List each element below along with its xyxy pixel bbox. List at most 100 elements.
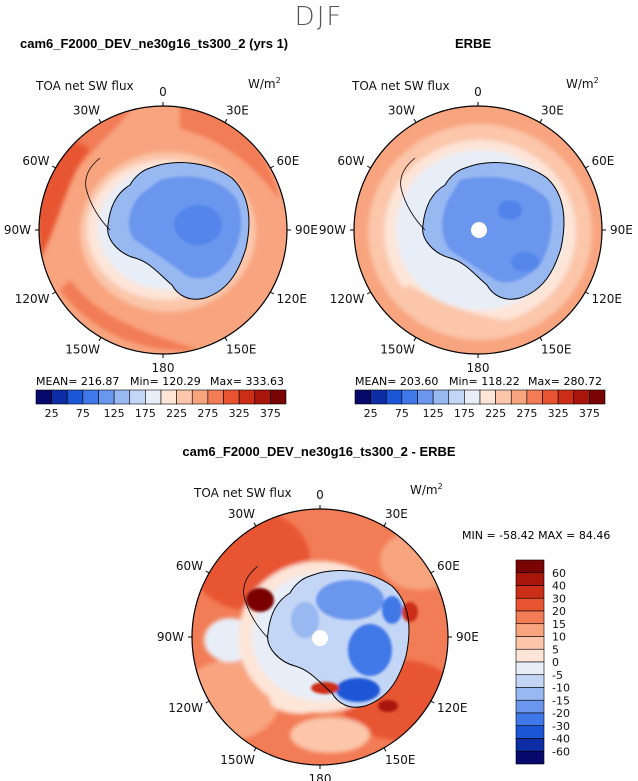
colorbar-swatch-diff bbox=[515, 636, 545, 650]
colorbar-tick-diff: 60 bbox=[552, 567, 566, 580]
colorbar-tick-diff: 30 bbox=[552, 592, 566, 605]
lon-label-model: 180 bbox=[152, 361, 175, 375]
lon-label-erbe: 60E bbox=[592, 154, 615, 168]
map-diff bbox=[191, 508, 449, 766]
stat-minmax-diff: MIN = -58.42 MAX = 84.46 bbox=[462, 529, 611, 542]
map-erbe bbox=[353, 105, 603, 355]
lon-label-erbe: 150E bbox=[541, 343, 572, 357]
lon-tick-model bbox=[98, 337, 102, 342]
colorbar-tick-erbe: 275 bbox=[516, 407, 537, 420]
colorbar-tick-erbe: 125 bbox=[423, 407, 444, 420]
panel-title-diff: cam6_F2000_DEV_ne30g16_ts300_2 - ERBE bbox=[182, 444, 456, 459]
colorbar-swatch-erbe bbox=[417, 389, 434, 405]
colorbar-tick-model: 375 bbox=[260, 407, 281, 420]
colorbar-swatch-erbe bbox=[526, 389, 543, 405]
colorbar-swatch-model bbox=[113, 389, 131, 405]
colorbar-swatch-erbe bbox=[464, 389, 481, 405]
colorbar-swatch-diff bbox=[515, 687, 545, 701]
field-label-diff: TOA net SW flux bbox=[194, 486, 292, 500]
colorbar-tick-model: 25 bbox=[45, 407, 59, 420]
colorbar-tick-diff: -60 bbox=[552, 745, 570, 758]
lon-tick-erbe bbox=[585, 291, 590, 295]
colorbar-swatch-model bbox=[207, 389, 224, 405]
colorbar-swatch-diff bbox=[515, 712, 545, 727]
colorbar-swatch-diff bbox=[515, 585, 545, 599]
lon-label-erbe: 90E bbox=[610, 223, 633, 237]
colorbar-swatch-diff bbox=[515, 648, 545, 663]
lon-label-erbe: 30E bbox=[541, 103, 564, 117]
units-diff: W/m2 bbox=[410, 482, 443, 497]
lon-label-diff: 90E bbox=[456, 630, 479, 644]
lon-tick-model bbox=[224, 337, 228, 342]
colorbar-swatch-diff bbox=[515, 750, 545, 765]
colorbar-tick-diff: -15 bbox=[552, 694, 570, 707]
stat-min-model: Min= 120.29 bbox=[130, 375, 201, 388]
lon-label-model: 30W bbox=[73, 103, 100, 117]
colorbar-swatch-model bbox=[223, 389, 240, 405]
colorbar-tick-diff: 20 bbox=[552, 605, 566, 618]
colorbar-swatch-diff bbox=[515, 661, 545, 676]
lon-label-model: 0 bbox=[159, 85, 167, 99]
colorbar-swatch-diff bbox=[515, 572, 545, 586]
field-label-erbe: TOA net SW flux bbox=[352, 79, 450, 93]
lon-label-diff: 150E bbox=[385, 753, 416, 767]
colorbar-swatch-erbe bbox=[448, 389, 465, 405]
lon-label-diff: 120W bbox=[168, 701, 203, 715]
colorbar-tick-erbe: 175 bbox=[454, 407, 475, 420]
lon-label-model: 150E bbox=[226, 343, 257, 357]
stat-min-erbe: Min= 118.22 bbox=[449, 375, 520, 388]
lon-label-diff: 90W bbox=[157, 630, 184, 644]
colorbar-swatch-model bbox=[35, 389, 52, 405]
colorbar-tick-erbe: 375 bbox=[579, 407, 600, 420]
stat-mean-model: MEAN= 216.87 bbox=[36, 375, 120, 388]
lon-tick-diff bbox=[430, 570, 435, 574]
colorbar-tick-model: 275 bbox=[197, 407, 218, 420]
colorbar-tick-erbe: 325 bbox=[548, 407, 569, 420]
colorbar-swatch-model bbox=[145, 389, 162, 405]
lon-label-diff: 30W bbox=[228, 507, 255, 521]
lon-tick-diff bbox=[253, 747, 257, 752]
pole-hole-diff bbox=[312, 630, 328, 646]
lon-tick-erbe bbox=[366, 291, 371, 295]
colorbar-tick-diff: 10 bbox=[552, 631, 566, 644]
colorbar-swatch-model bbox=[129, 389, 146, 405]
lon-label-diff: 180 bbox=[309, 772, 332, 781]
colorbar-tick-diff: -40 bbox=[552, 733, 570, 746]
lon-label-erbe: 0 bbox=[474, 85, 482, 99]
lon-label-model: 60E bbox=[277, 154, 300, 168]
lon-label-diff: 30E bbox=[385, 507, 408, 521]
lon-tick-erbe bbox=[366, 165, 371, 169]
colorbar-swatch-diff bbox=[515, 623, 545, 637]
colorbar-swatch-erbe bbox=[542, 389, 559, 405]
lon-label-erbe: 150W bbox=[380, 343, 415, 357]
colorbar-swatch-erbe bbox=[589, 389, 606, 405]
colorbar-swatch-erbe bbox=[370, 389, 387, 405]
lon-label-erbe: 180 bbox=[467, 361, 490, 375]
colorbar-swatch-erbe bbox=[432, 389, 450, 405]
panel-title-erbe: ERBE bbox=[455, 36, 492, 51]
colorbar-tick-diff: -20 bbox=[552, 707, 570, 720]
lon-label-erbe: 120E bbox=[592, 292, 623, 306]
colorbar-tick-diff: 40 bbox=[552, 580, 566, 593]
lon-tick-model bbox=[270, 291, 275, 295]
colorbar-tick-diff: -10 bbox=[552, 682, 570, 695]
lon-label-model: 120W bbox=[15, 292, 50, 306]
stat-max-model: Max= 333.63 bbox=[210, 375, 284, 388]
colorbar-tick-diff: 5 bbox=[552, 643, 559, 656]
colorbar-tick-model: 125 bbox=[104, 407, 125, 420]
lon-tick-model bbox=[224, 118, 228, 123]
colorbar-swatch-diff bbox=[515, 725, 545, 739]
stat-max-erbe: Max= 280.72 bbox=[528, 375, 602, 388]
lon-label-diff: 60W bbox=[176, 559, 203, 573]
colorbar-swatch-diff bbox=[515, 674, 545, 688]
colorbar-swatch-diff bbox=[515, 699, 545, 714]
colorbar-tick-model: 325 bbox=[229, 407, 250, 420]
colorbar-swatch-model bbox=[51, 389, 68, 405]
lon-tick-diff bbox=[253, 522, 257, 527]
panel-title-model: cam6_F2000_DEV_ne30g16_ts300_2 (yrs 1) bbox=[20, 36, 289, 51]
colorbar-swatch-model bbox=[191, 389, 209, 405]
lon-label-model: 90W bbox=[4, 223, 31, 237]
lon-label-diff: 150W bbox=[220, 753, 255, 767]
lon-tick-diff bbox=[430, 700, 435, 704]
